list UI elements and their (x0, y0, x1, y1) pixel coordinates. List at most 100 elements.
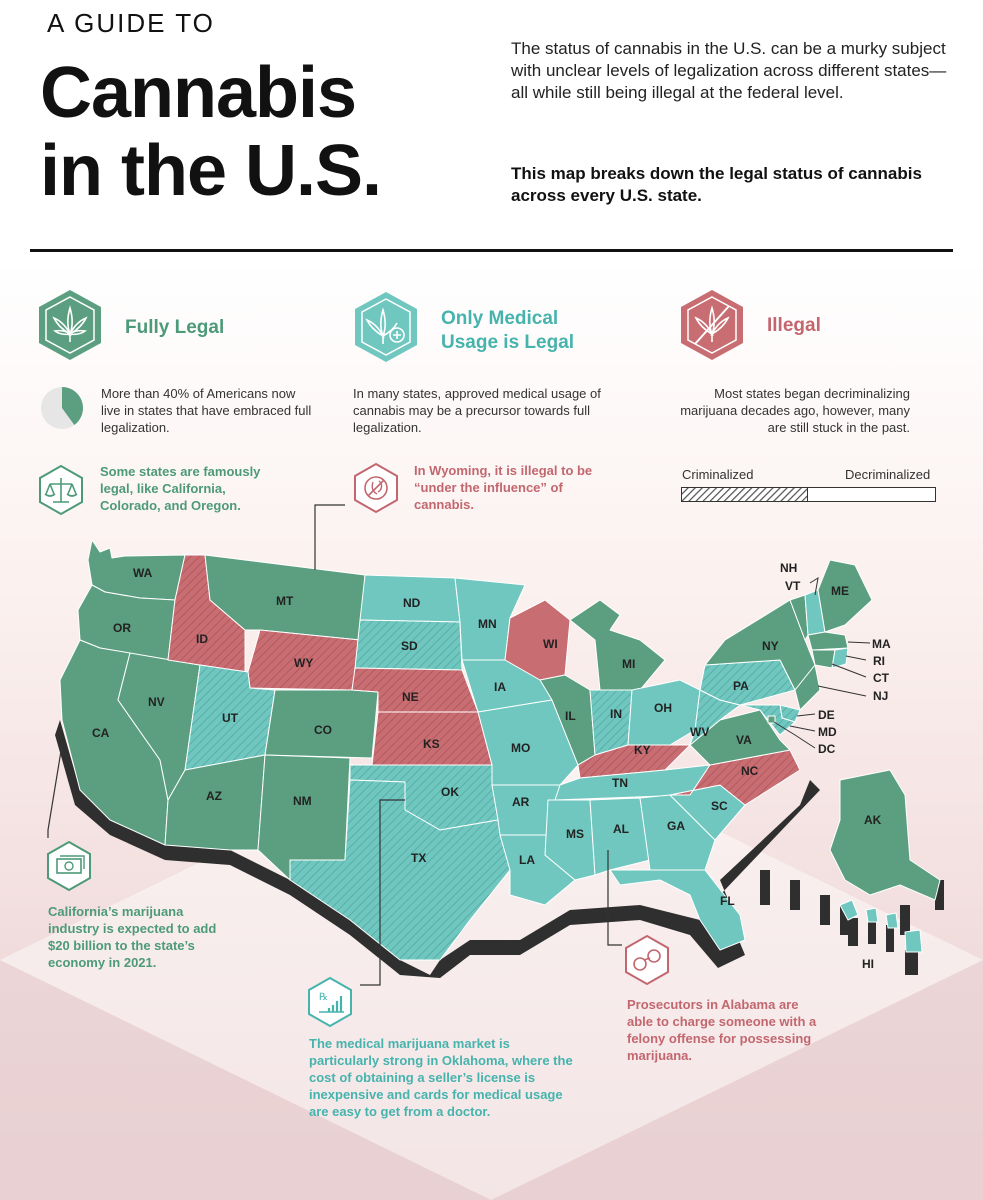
state-label-nh: NH (780, 561, 797, 575)
header-divider (30, 249, 953, 252)
callout-wyoming: In Wyoming, it is illegal to be “under t… (414, 463, 593, 512)
state-ny (704, 599, 816, 691)
callout-california: California’s marijuana industry is expec… (48, 904, 217, 970)
state-label-nm: NM (293, 794, 312, 808)
state-label-nj: NJ (873, 689, 888, 703)
state-label-ms: MS (566, 827, 584, 841)
state-label-or: OR (113, 621, 131, 635)
state-label-wi: WI (543, 637, 558, 651)
california-leader-line (47, 744, 63, 838)
state-label-nc: NC (741, 764, 759, 778)
nj-leader-line (817, 685, 867, 697)
state-label-il: IL (565, 709, 576, 723)
state-label-mn: MN (478, 617, 497, 631)
dc-leader-line (773, 721, 816, 749)
state-ga (639, 794, 716, 871)
state-label-wy: WY (294, 656, 313, 670)
state-label-id: ID (196, 632, 208, 646)
kicker-text: A GUIDE TO (47, 8, 215, 38)
legend-medical-label: Only Medical Usage is Legal (441, 307, 574, 355)
state-label-ks: KS (423, 737, 440, 751)
state-label-ut: UT (222, 711, 239, 725)
state-label-mo: MO (511, 741, 530, 755)
handcuffs-icon (624, 934, 670, 991)
ct-leader-line (831, 663, 867, 678)
state-label-mi: MI (622, 657, 635, 671)
ri-leader-line (845, 655, 867, 661)
state-co (264, 689, 379, 759)
state-label-ca: CA (92, 726, 110, 740)
legend-medical-label-line2: Usage is Legal (441, 332, 575, 353)
state-dc (767, 715, 776, 724)
oklahoma-leader-line (360, 799, 405, 986)
nh-leader-line (809, 576, 819, 596)
state-label-al: AL (613, 822, 629, 836)
legend-illegal-label: Illegal (767, 315, 821, 336)
state-label-la: LA (519, 853, 535, 867)
alabama-leader-line (607, 850, 622, 946)
fully-legal-description: More than 40% of Americans now live in s… (101, 386, 312, 435)
state-tx (289, 779, 511, 961)
state-label-oh: OH (654, 701, 672, 715)
callout-oklahoma: The medical marijuana market is particul… (309, 1036, 573, 1119)
state-wy (247, 629, 361, 691)
state-label-md: MD (818, 725, 837, 739)
svg-text:℞: ℞ (319, 992, 328, 1003)
state-ma (807, 631, 849, 651)
state-md (739, 704, 796, 736)
state-mi (569, 599, 666, 691)
state-ms (544, 799, 596, 881)
legend-fully-legal-label: Fully Legal (125, 317, 225, 338)
state-label-ny: NY (762, 639, 779, 653)
state-label-vt: VT (785, 579, 801, 593)
prescription-chart-icon: ℞ (307, 976, 353, 1033)
criminalization-scale-bar (681, 487, 936, 502)
state-label-nv: NV (148, 695, 165, 709)
state-label-sc: SC (711, 799, 728, 813)
scales-icon (38, 464, 84, 521)
legend-medical-label-line1: Only Medical (441, 308, 559, 329)
page-title-line2: in the U.S. (40, 131, 382, 211)
intro-bold-text: This map breaks down the legal status of… (511, 164, 922, 205)
illegal-leaf-icon (679, 288, 745, 362)
callout-famous-legal: Some states are famously legal, like Cal… (100, 464, 261, 513)
state-fl (609, 869, 746, 951)
state-al (589, 797, 651, 876)
state-label-wv: WV (690, 725, 709, 739)
money-icon (46, 840, 92, 897)
state-label-pa: PA (733, 679, 749, 693)
state-label-co: CO (314, 723, 332, 737)
fully-legal-leaf-icon (37, 288, 103, 362)
state-ri (831, 647, 849, 669)
pie-slice-legal (62, 387, 83, 425)
state-label-ne: NE (402, 690, 419, 704)
state-label-va: VA (736, 733, 752, 747)
state-label-hi: HI (862, 957, 874, 971)
state-label-mt: MT (276, 594, 294, 608)
state-label-ia: IA (494, 680, 506, 694)
ma-leader-line (847, 641, 871, 644)
bar-right-label: Decriminalized (845, 467, 931, 482)
state-label-dc: DC (818, 742, 836, 756)
legalization-pie-chart (41, 387, 83, 429)
md-leader-line (789, 725, 816, 732)
state-nj (794, 664, 821, 711)
wyoming-leader-line (314, 504, 345, 570)
state-label-ky: KY (634, 743, 651, 757)
islands-shadow (760, 870, 944, 975)
state-label-ga: GA (667, 819, 685, 833)
state-label-sd: SD (401, 639, 418, 653)
intro-text: The status of cannabis in the U.S. can b… (511, 39, 947, 102)
state-label-tn: TN (612, 776, 628, 790)
state-label-ma: MA (872, 637, 891, 651)
medical-leaf-icon (353, 290, 419, 364)
state-label-wa: WA (133, 566, 153, 580)
medical-description: In many states, approved medical usage o… (353, 386, 601, 435)
state-label-az: AZ (206, 789, 222, 803)
state-label-me: ME (831, 584, 849, 598)
callout-alabama: Prosecutors in Alabama are able to charg… (627, 997, 817, 1063)
state-label-ar: AR (512, 795, 530, 809)
de-leader-line (796, 713, 816, 717)
state-label-ri: RI (873, 654, 885, 668)
